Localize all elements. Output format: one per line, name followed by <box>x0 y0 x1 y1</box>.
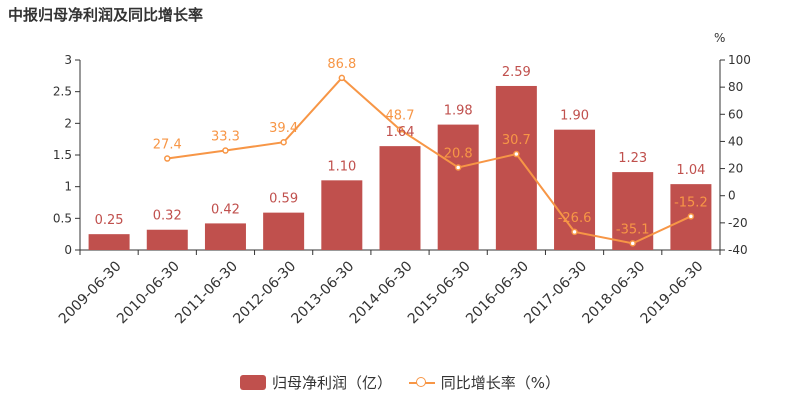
line-point <box>280 138 287 146</box>
legend-item-bar[interactable]: 归母净利润（亿） <box>239 372 392 393</box>
line-value-label: 30.7 <box>502 133 531 148</box>
line-value-label: 33.3 <box>211 130 240 145</box>
line-value-label: 27.4 <box>153 138 182 153</box>
legend-item-line[interactable]: 同比增长率（%） <box>408 372 561 393</box>
line-point <box>687 213 695 220</box>
line-value-label: 86.8 <box>327 57 356 72</box>
bar-value-label: 2.59 <box>502 65 531 80</box>
labels-layer: 0.25 0.32 0.42 0.59 1.10 1.64 1.98 2.59 1.90 1.23… <box>95 57 708 237</box>
bars-layer <box>88 85 712 250</box>
y-right-tick-label: 80 <box>728 80 743 94</box>
bar-value-label: 1.10 <box>327 159 356 174</box>
line-value-label: 48.7 <box>386 109 415 124</box>
y-left-tick-label: 2 <box>64 116 72 130</box>
legend-bar-label: 归母净利润（亿） <box>271 374 392 392</box>
y-right-tick-label: -40 <box>728 243 748 257</box>
line-point <box>396 126 404 133</box>
bar <box>437 124 479 250</box>
bar-value-label: 0.32 <box>153 209 182 224</box>
y-right-tick-label: 20 <box>728 162 743 176</box>
line-value-label: 39.4 <box>269 121 298 136</box>
bar <box>146 229 188 250</box>
bar-value-label: 0.42 <box>211 202 240 217</box>
bar-value-label: 0.25 <box>95 213 124 228</box>
line-layer <box>164 74 695 247</box>
growth-line <box>167 76 692 245</box>
y-left-tick-label: 0.5 <box>53 211 72 225</box>
line-point <box>222 147 229 154</box>
y-left-tick-label: 3 <box>64 53 72 67</box>
bar-value-label: 1.04 <box>676 163 705 178</box>
legend-line-label: 同比增长率（%） <box>440 374 561 392</box>
y-right-unit: % <box>714 31 725 45</box>
bar <box>204 223 246 250</box>
x-tick-label: 2019-06-30 <box>638 258 707 327</box>
y-right-tick-label: 0 <box>728 189 736 203</box>
bar <box>495 85 537 250</box>
legend-bar-swatch <box>239 375 266 390</box>
chart-title: 中报归母净利润及同比增长率 <box>8 6 204 24</box>
bar-value-label: 1.23 <box>618 151 647 166</box>
bar <box>321 180 363 250</box>
y-left-tick-label: 1.5 <box>53 148 72 162</box>
bar-value-label: 1.90 <box>560 109 589 124</box>
line-point <box>629 240 636 247</box>
y-left-tick-label: 1 <box>64 180 72 194</box>
line-point <box>571 228 578 236</box>
bar <box>263 212 305 250</box>
bar <box>88 234 130 250</box>
bar <box>379 146 421 250</box>
bar-value-label: 1.64 <box>386 125 415 140</box>
line-point <box>164 155 171 162</box>
y-right-tick-label: 40 <box>728 134 743 148</box>
y-right-tick-label: 100 <box>728 53 751 67</box>
legend-line-swatch <box>408 375 435 390</box>
y-left-tick-label: 0 <box>64 243 72 257</box>
bar <box>612 172 654 250</box>
line-point <box>454 164 462 171</box>
line-point <box>513 150 520 158</box>
line-point <box>338 74 346 82</box>
y-right-tick-label: 60 <box>728 107 743 121</box>
line-value-label: -26.6 <box>558 211 592 226</box>
bar-value-label: 1.98 <box>444 104 473 119</box>
line-value-label: 20.8 <box>444 146 473 161</box>
line-value-label: -15.2 <box>674 195 708 210</box>
y-right-tick-label: -20 <box>728 216 748 230</box>
bar-value-label: 0.59 <box>269 192 298 207</box>
line-value-label: -35.1 <box>616 222 650 237</box>
legend: 归母净利润（亿） 同比增长率（%） <box>0 372 800 394</box>
y-left-tick-label: 2.5 <box>53 85 72 99</box>
